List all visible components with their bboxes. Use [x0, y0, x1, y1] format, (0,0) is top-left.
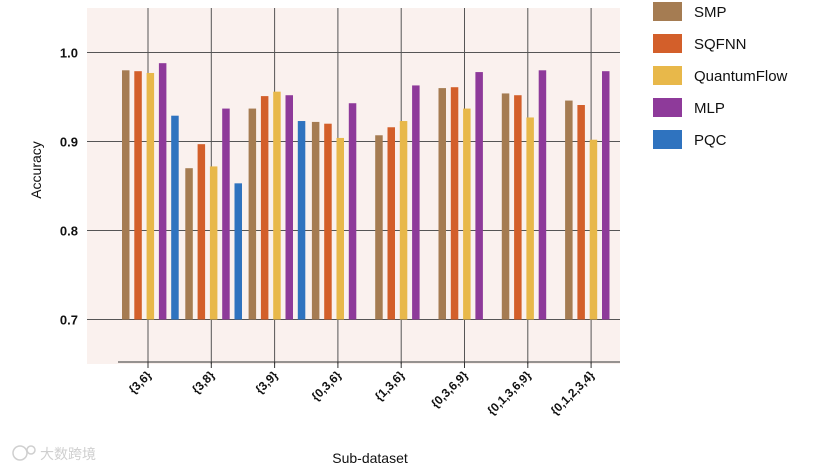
bar-mlp — [538, 70, 547, 320]
x-axis-title: Sub-dataset — [332, 450, 408, 466]
x-tick-label: {0,1,3,6,9} — [484, 368, 534, 418]
legend-label: MLP — [694, 100, 725, 117]
bar-quantumflow — [209, 166, 218, 320]
bar-smp — [565, 100, 573, 320]
legend-item-pqc: PQC — [653, 130, 727, 149]
bar-quantumflow — [526, 117, 534, 320]
legend-item-sqfnn: SQFNN — [653, 34, 747, 53]
bar-pqc — [234, 183, 242, 320]
bar-smp — [248, 108, 257, 320]
bar-sqfnn — [197, 144, 206, 320]
legend-item-quantumflow: QuantumFlow — [653, 66, 788, 85]
legend-label: PQC — [694, 132, 727, 149]
legend-label: QuantumFlow — [694, 68, 788, 85]
y-axis-title: Accuracy — [28, 141, 44, 199]
bar-mlp — [158, 63, 167, 320]
legend-item-mlp: MLP — [653, 98, 725, 117]
legend: SMP SQFNN QuantumFlow MLP PQC — [653, 2, 788, 149]
bar-pqc — [297, 121, 306, 320]
bar-sqfnn — [514, 95, 522, 320]
legend-swatch — [653, 66, 682, 85]
x-tick-label: {3,9} — [252, 368, 281, 397]
bar-quantumflow — [336, 137, 344, 320]
y-tick-label: 0.7 — [60, 313, 78, 328]
y-tick-label: 0.9 — [60, 135, 78, 150]
legend-label: SMP — [694, 4, 727, 21]
legend-swatch — [653, 130, 682, 149]
bar-mlp — [222, 108, 230, 320]
legend-item-smp: SMP — [653, 2, 727, 21]
bar-pqc — [171, 115, 179, 320]
y-tick-labels: 0.7 0.8 0.9 1.0 — [60, 46, 78, 328]
bar-mlp — [348, 103, 357, 320]
x-tick-label: {0,1,2,3,4} — [548, 368, 598, 418]
legend-label: SQFNN — [694, 36, 747, 53]
bars — [122, 63, 610, 320]
bar-smp — [122, 70, 130, 320]
bar-quantumflow — [273, 91, 281, 320]
x-tick-label: {0,3,6,9} — [428, 368, 471, 411]
x-tick-labels: {3,6} {3,8} {3,9} {0,3,6} {1,3,6} {0,3,6,9} {0… — [126, 362, 598, 418]
bar-smp — [375, 135, 383, 320]
bar-sqfnn — [387, 127, 395, 320]
watermark-text: 大数跨境 — [40, 447, 96, 463]
bar-mlp — [412, 85, 420, 320]
legend-swatch — [653, 2, 682, 21]
bar-quantumflow — [399, 121, 408, 320]
bar-sqfnn — [324, 123, 332, 320]
x-tick-label: {0,3,6} — [309, 368, 345, 404]
x-tick-label: {3,6} — [126, 368, 155, 397]
bar-quantumflow — [146, 72, 155, 320]
bar-sqfnn — [134, 71, 142, 320]
x-tick-label: {3,8} — [189, 368, 218, 397]
legend-swatch — [653, 34, 682, 53]
bar-sqfnn — [577, 105, 585, 320]
bar-quantumflow — [589, 139, 598, 320]
bar-smp — [185, 168, 193, 320]
bar-sqfnn — [260, 96, 269, 320]
bar-smp — [438, 88, 446, 320]
bar-mlp — [285, 95, 293, 320]
bar-mlp — [475, 72, 483, 320]
x-tick-label: {1,3,6} — [372, 368, 408, 404]
legend-swatch — [653, 98, 682, 117]
y-tick-label: 1.0 — [60, 46, 78, 61]
bar-sqfnn — [450, 87, 459, 320]
bar-quantumflow — [463, 108, 471, 320]
watermark-logo-icon — [12, 445, 36, 461]
bar-mlp — [602, 71, 610, 320]
watermark: 大数跨境 — [12, 445, 96, 463]
y-tick-label: 0.8 — [60, 224, 78, 239]
bar-smp — [501, 93, 510, 320]
bar-smp — [311, 121, 320, 320]
